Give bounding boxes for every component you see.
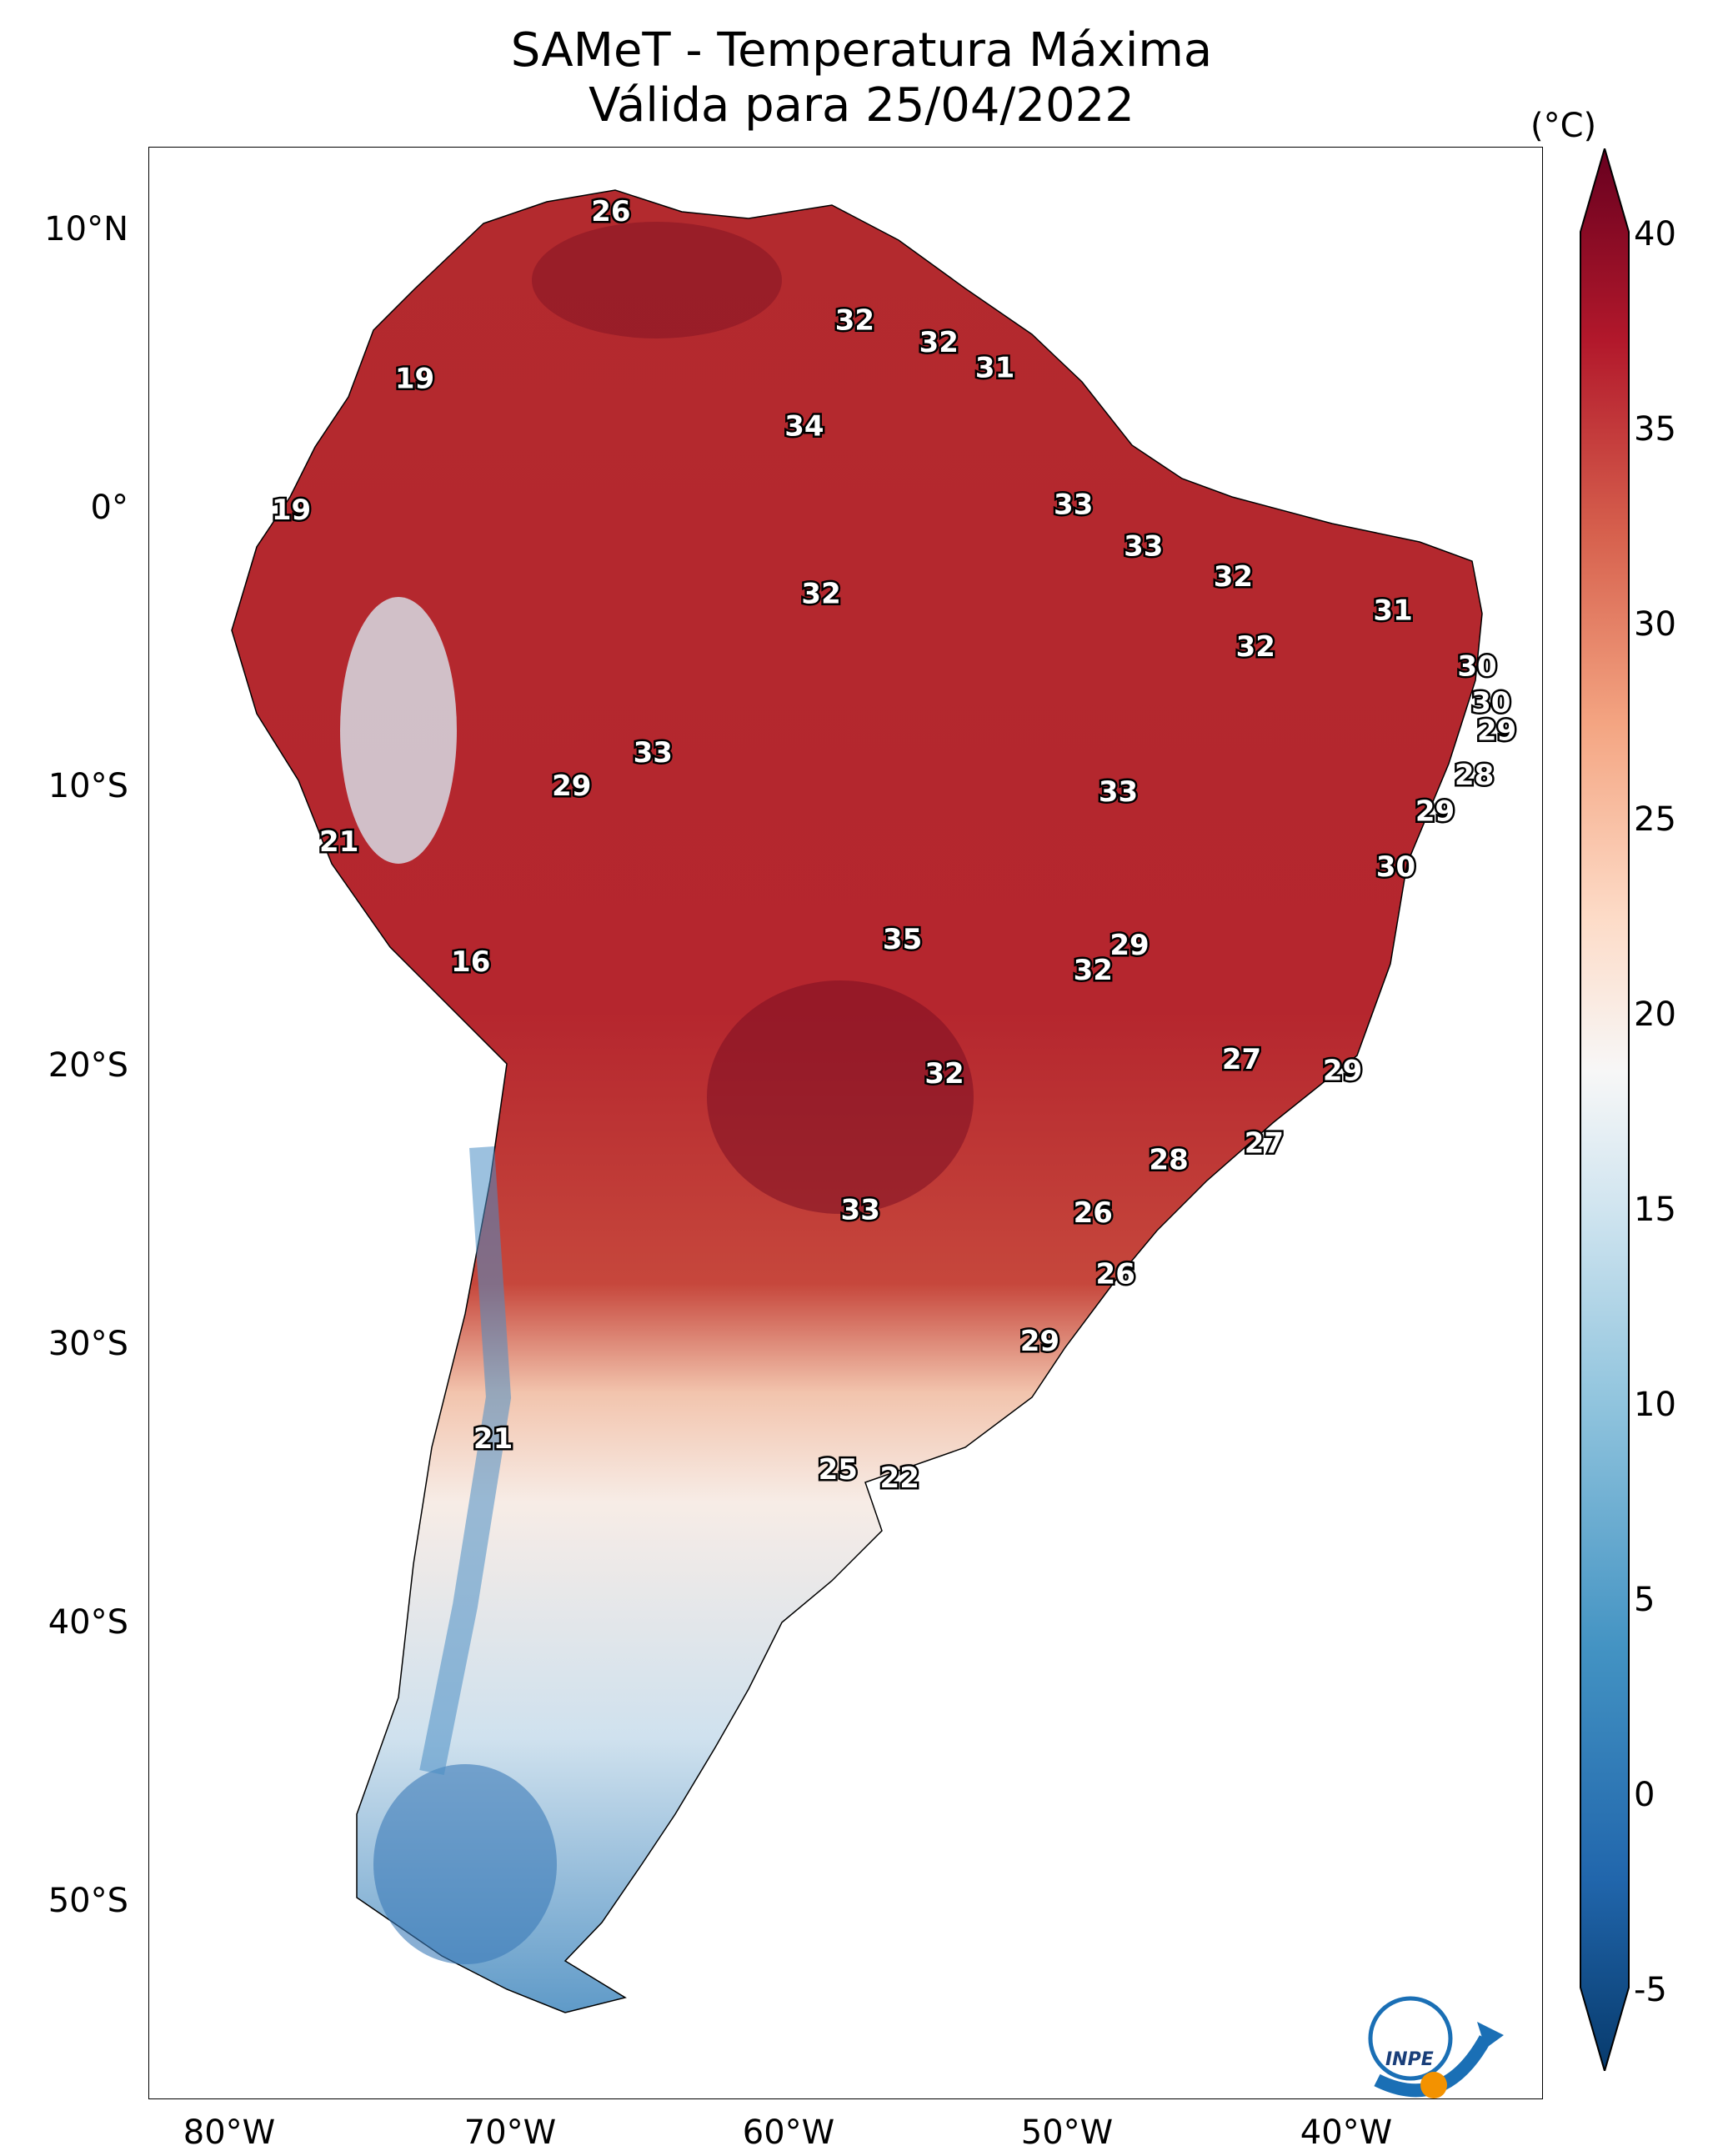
lat-label-20s: 20°S: [48, 1046, 128, 1085]
lon-label-50w: 50°W: [1020, 2113, 1114, 2152]
lat-label-10n: 10°N: [44, 210, 128, 248]
temperature-value-38: 22: [880, 1462, 919, 1495]
temperature-value-17: 28: [1455, 759, 1494, 792]
colorbar-tick-20: 20: [1634, 995, 1676, 1034]
temperature-value-12: 32: [1236, 630, 1275, 664]
colorbar-tick-minus5: -5: [1634, 1971, 1667, 2009]
temperature-value-34: 26: [1096, 1258, 1135, 1291]
inpe-logo-text: INPE: [1385, 2049, 1434, 2070]
temperature-value-10: 32: [801, 577, 840, 610]
lon-label-60w: 60°W: [742, 2113, 835, 2152]
colorbar-tick-30: 30: [1634, 605, 1676, 644]
temperature-value-2: 32: [919, 326, 959, 359]
lon-label-70w: 70°W: [463, 2113, 557, 2152]
temperature-value-21: 21: [319, 825, 358, 859]
temperature-value-29: 32: [924, 1057, 964, 1091]
temperature-value-35: 29: [1020, 1325, 1059, 1358]
temperature-value-32: 33: [841, 1194, 880, 1227]
colorbar: [1580, 148, 1630, 2071]
temperature-value-22: 30: [1376, 850, 1415, 884]
temperature-value-26: 32: [1074, 954, 1113, 987]
lon-label-80w: 80°W: [183, 2113, 276, 2152]
temperature-value-16: 33: [634, 736, 673, 770]
temperature-value-0: 26: [591, 195, 630, 228]
map-title: SAMeT - Temperatura Máxima: [510, 23, 1213, 78]
temperature-value-37: 25: [819, 1453, 858, 1487]
temperature-value-31: 28: [1149, 1144, 1188, 1177]
colorbar-unit: (°C): [1530, 107, 1597, 145]
temperature-value-28: 29: [1323, 1054, 1362, 1087]
colorbar-gradient: [1580, 148, 1630, 2071]
colorbar-tick-35: 35: [1634, 410, 1676, 449]
temperature-value-27: 27: [1222, 1043, 1261, 1076]
colorbar-tick-25: 25: [1634, 800, 1676, 839]
lat-label-40s: 40°S: [48, 1603, 128, 1642]
temperature-value-14: 30: [1471, 686, 1510, 720]
lon-label-40w: 40°W: [1300, 2113, 1393, 2152]
venezuela-hot-zone: [532, 222, 782, 338]
temperature-value-36: 21: [473, 1422, 513, 1456]
colorbar-tick-15: 15: [1634, 1191, 1676, 1229]
temperature-value-8: 33: [1124, 529, 1163, 563]
lat-label-0: 0°: [90, 489, 128, 527]
temperature-value-4: 19: [395, 363, 434, 396]
temperature-value-9: 32: [1214, 560, 1253, 594]
lat-label-30s: 30°S: [48, 1325, 128, 1363]
temperature-value-15: 29: [1477, 714, 1516, 747]
temperature-value-6: 33: [1054, 488, 1093, 521]
temperature-value-11: 31: [1373, 594, 1412, 627]
temperature-value-23: 35: [883, 923, 922, 956]
temperature-value-13: 30: [1457, 649, 1496, 683]
temperature-value-30: 27: [1245, 1126, 1284, 1160]
temperature-value-18: 29: [552, 770, 591, 803]
temperature-value-1: 32: [835, 303, 874, 337]
temperature-value-24: 29: [1109, 929, 1149, 962]
temperature-value-7: 19: [272, 494, 311, 527]
temperature-value-19: 33: [1099, 775, 1138, 809]
andes-cold-ridge: [419, 1146, 512, 1775]
andes-highlands-cool-zone: [340, 597, 457, 864]
colorbar-tick-10: 10: [1634, 1386, 1676, 1424]
lat-label-50s: 50°S: [48, 1882, 128, 1920]
temperature-value-20: 29: [1415, 795, 1455, 828]
map-subtitle: Válida para 25/04/2022: [589, 78, 1134, 133]
colorbar-tick-0: 0: [1634, 1776, 1655, 1814]
lat-label-10s: 10°S: [48, 767, 128, 805]
colorbar-tick-5: 5: [1634, 1581, 1655, 1619]
temperature-value-25: 16: [451, 945, 490, 979]
temperature-value-33: 26: [1074, 1196, 1113, 1230]
temperature-value-3: 31: [975, 351, 1014, 384]
colorbar-tick-40: 40: [1634, 215, 1676, 253]
chaco-hot-zone: [707, 980, 974, 1214]
inpe-logo: INPE: [1368, 1996, 1504, 2098]
temperature-value-5: 34: [784, 410, 824, 444]
patagonia-cold-zone: [373, 1764, 557, 1964]
